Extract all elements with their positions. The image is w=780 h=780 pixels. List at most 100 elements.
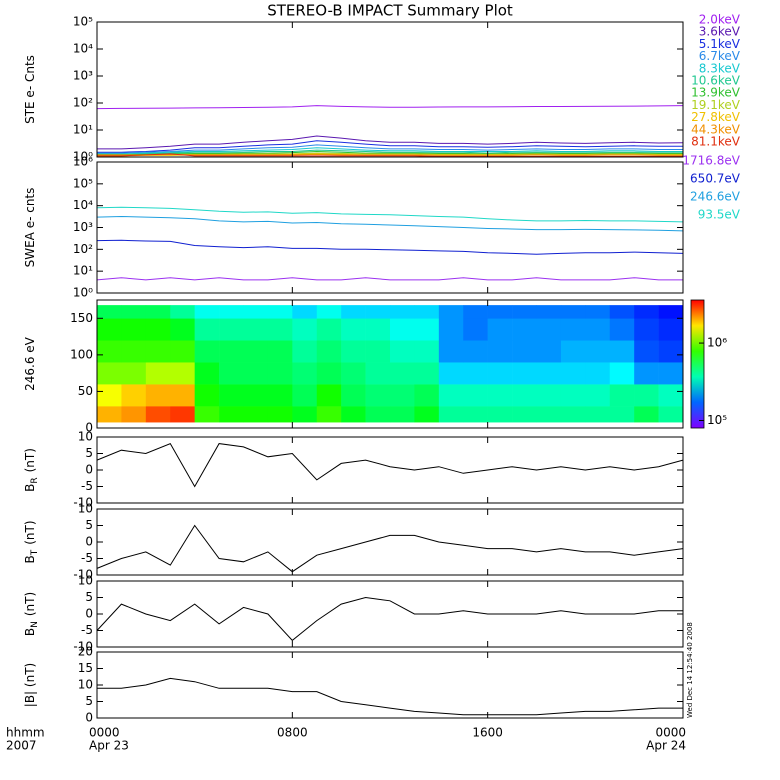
- heatmap-cell: [438, 340, 464, 363]
- legend-entry: 93.5eV: [698, 208, 741, 222]
- heatmap-cell: [267, 318, 293, 341]
- y-axis-label: 246.6 eV: [23, 336, 37, 391]
- heatmap-cell: [219, 305, 244, 319]
- data-line: [97, 149, 683, 155]
- heatmap-cell: [316, 384, 342, 407]
- heatmap-cell: [170, 305, 195, 319]
- heatmap-cell: [365, 362, 391, 385]
- heatmap-cell: [487, 305, 513, 319]
- panel-frame: [96, 299, 684, 429]
- heatmap-cell: [170, 406, 195, 423]
- heatmap-cell: [536, 318, 562, 341]
- heatmap-cell: [536, 362, 562, 385]
- data-line: [97, 144, 683, 154]
- y-tick-label: 0: [85, 421, 93, 435]
- y-tick-label: 10⁰: [73, 286, 93, 300]
- heatmap-cell: [292, 362, 318, 385]
- heatmap-cell: [487, 362, 513, 385]
- heatmap-cell: [463, 305, 488, 319]
- heatmap-cell: [121, 406, 147, 423]
- heatmap-cell: [121, 318, 147, 341]
- data-line: [96, 105, 684, 110]
- heatmap-cell: [438, 406, 464, 423]
- y-axis-label-text: |B| (nT): [23, 663, 37, 707]
- data-line: [97, 147, 683, 155]
- y-axis-label-text: B: [23, 555, 37, 563]
- heatmap-cell: [658, 318, 684, 341]
- timestamp: Wed Dec 14 12:54:40 2008: [686, 622, 694, 718]
- heatmap-cell: [512, 384, 537, 407]
- heatmap-cell: [145, 340, 171, 363]
- heatmap-cell: [243, 318, 269, 341]
- heatmap-cell: [634, 340, 659, 363]
- heatmap-cell: [560, 305, 586, 319]
- y-tick-label: 0: [85, 607, 93, 621]
- y-tick-label: 5: [85, 518, 93, 532]
- heatmap-cell: [243, 384, 269, 407]
- heatmap-cell: [341, 340, 366, 363]
- heatmap-cell: [487, 340, 513, 363]
- y-axis-label: BR (nT): [23, 448, 40, 492]
- heatmap-cell: [341, 362, 366, 385]
- y-tick-label: 5: [85, 590, 93, 604]
- legend-entry: 44.3keV: [691, 122, 741, 136]
- heatmap-cell: [658, 362, 684, 385]
- data-line: [97, 677, 683, 716]
- legend-entry: 650.7eV: [690, 172, 741, 186]
- data-line: [97, 135, 684, 150]
- legend-entry: 6.7keV: [699, 49, 741, 63]
- y-tick-label: 10¹: [73, 123, 93, 137]
- heatmap-cell: [267, 406, 293, 423]
- heatmap-cell: [487, 384, 513, 407]
- data-line: [96, 442, 684, 488]
- y-tick-label: -10: [73, 568, 93, 582]
- legend-entry: 27.8keV: [691, 110, 741, 124]
- heatmap-cell: [170, 384, 195, 407]
- heatmap-cell: [658, 406, 684, 423]
- heatmap-cell: [463, 384, 488, 407]
- heatmap-cell: [267, 384, 293, 407]
- heatmap-cell: [512, 406, 537, 423]
- legend-entry: 246.6eV: [690, 190, 741, 204]
- heatmap-cell: [316, 362, 342, 385]
- heatmap-cell: [536, 406, 562, 423]
- heatmap-cell: [438, 305, 464, 319]
- y-axis-label-text: STE e- Cnts: [23, 55, 37, 124]
- y-tick-label: 10⁰: [73, 150, 93, 164]
- heatmap-cell: [341, 384, 366, 407]
- heatmap-cell: [536, 340, 562, 363]
- data-line: [96, 215, 684, 232]
- heatmap-cell: [97, 318, 122, 341]
- title: STEREO-B IMPACT Summary Plot: [267, 2, 513, 20]
- heatmap-cell: [219, 340, 244, 363]
- heatmap-cell: [365, 318, 391, 341]
- colorbar-tick-label: 10⁵: [707, 413, 727, 427]
- heatmap-cell: [463, 406, 488, 423]
- heatmap-cell: [658, 384, 684, 407]
- legend-entry: 5.1keV: [699, 37, 741, 51]
- x-date-label: Apr 23: [89, 739, 129, 753]
- y-tick-label: 10⁶: [73, 155, 93, 169]
- x-tick-label: 0000: [89, 726, 120, 740]
- heatmap-cell: [585, 406, 611, 423]
- heatmap-cell: [487, 406, 513, 423]
- heatmap-cell: [243, 406, 269, 423]
- legend-entry: 19.1keV: [691, 98, 741, 112]
- heatmap-cell: [390, 305, 415, 319]
- heatmap-cell: [145, 384, 171, 407]
- heatmap-cell: [512, 305, 537, 319]
- y-tick-label: 150: [70, 311, 93, 325]
- heatmap-cell: [365, 406, 391, 423]
- heatmap-cell: [292, 406, 318, 423]
- heatmap-cell: [121, 384, 147, 407]
- heatmap-cell: [512, 362, 537, 385]
- y-axis-label: SWEA e- cnts: [23, 188, 37, 268]
- data-line: [96, 239, 684, 255]
- heatmap-cell: [121, 340, 147, 363]
- heatmap-cell: [609, 318, 635, 341]
- heatmap-cell: [292, 384, 318, 407]
- y-tick-label: 10³: [73, 220, 93, 234]
- heatmap-cell: [145, 406, 171, 423]
- data-line: [96, 596, 683, 642]
